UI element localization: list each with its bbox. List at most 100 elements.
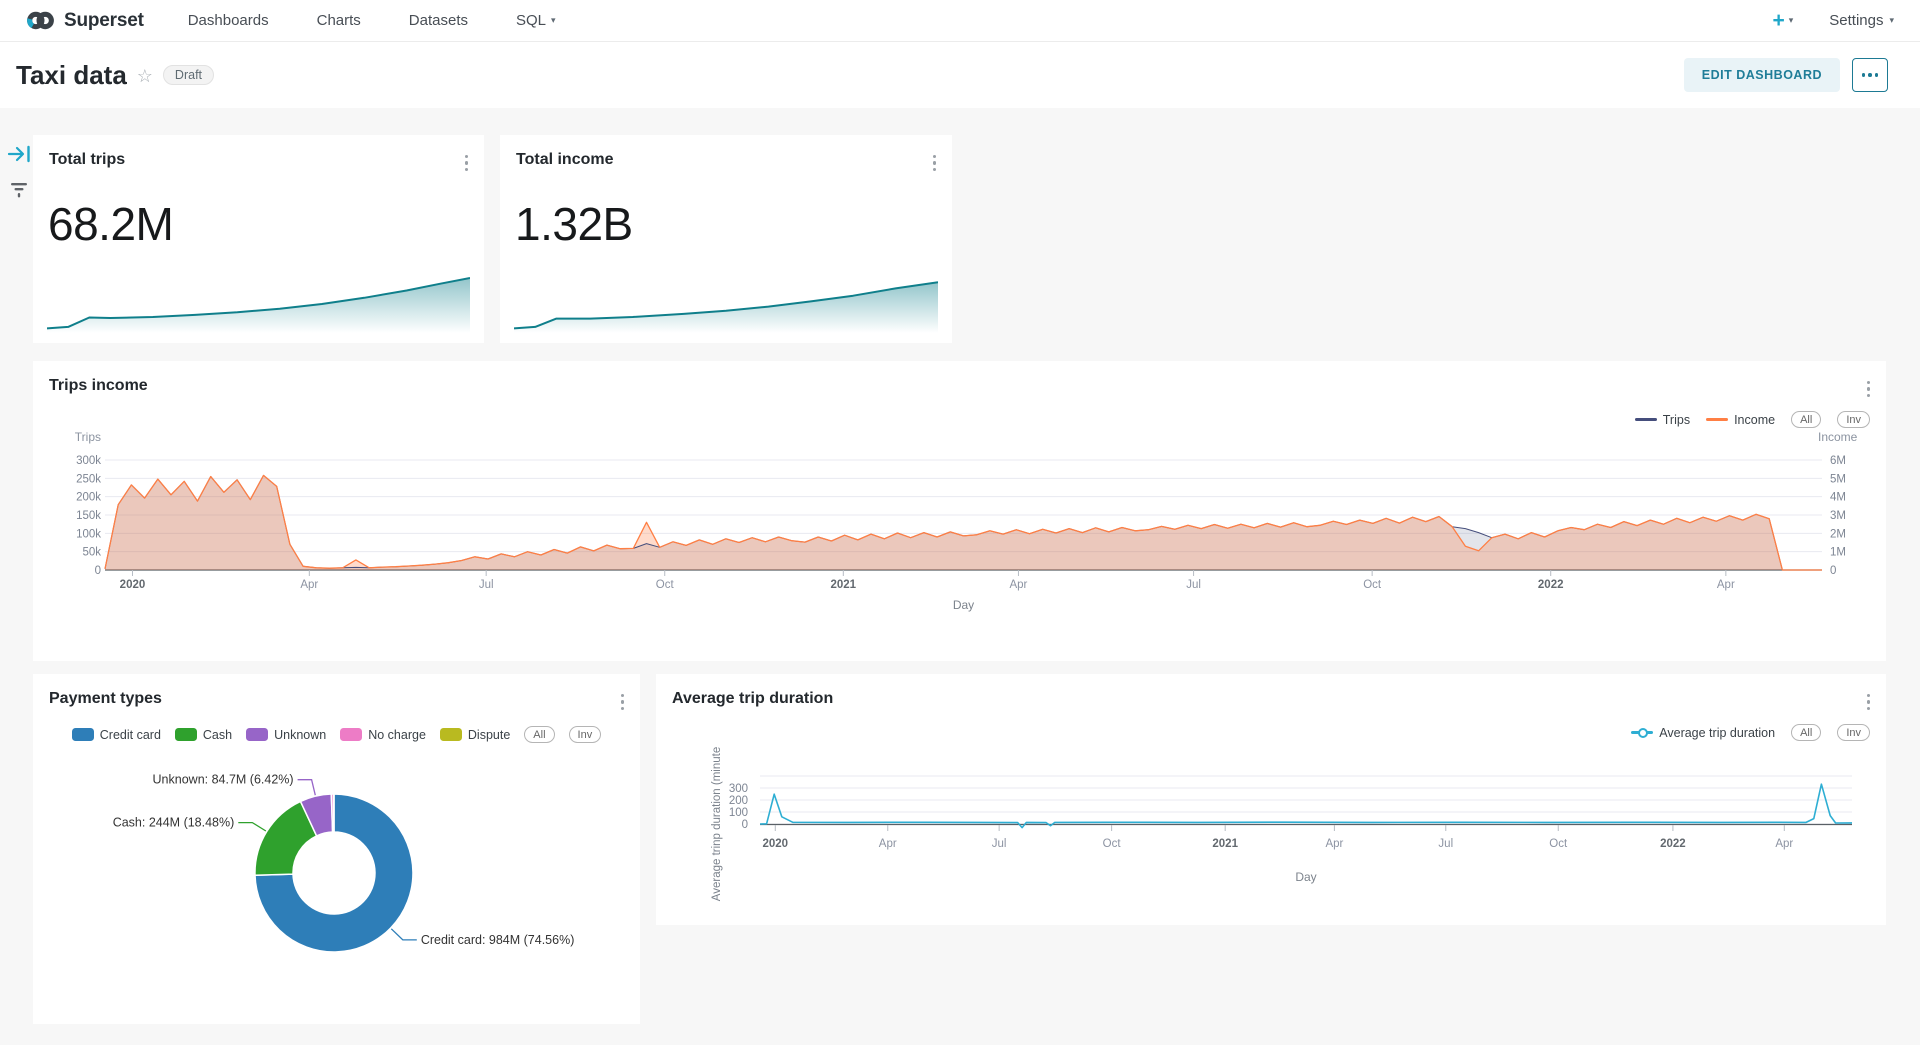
caret-down-icon: ▾ — [551, 15, 556, 25]
settings-label: Settings — [1829, 12, 1884, 29]
legend-label: Dispute — [467, 727, 511, 742]
legend: Average trip duration All Inv — [1631, 724, 1870, 741]
svg-text:250k: 250k — [76, 473, 101, 485]
nav-datasets[interactable]: Datasets — [409, 12, 468, 29]
nav-charts[interactable]: Charts — [317, 12, 361, 29]
chart-card-total-income: Total income 1.32B — [500, 135, 952, 343]
expand-filter-bar-icon[interactable] — [6, 142, 32, 166]
legend: Credit card Cash Unknown No charge Dispute Al… — [33, 726, 640, 743]
legend-label: Average trip duration — [1659, 725, 1776, 740]
svg-text:1M: 1M — [1830, 547, 1846, 559]
page-title: Taxi data — [16, 59, 127, 90]
legend-label: Income — [1734, 412, 1776, 427]
avg-trip-duration-inv-button[interactable]: Inv — [1837, 724, 1870, 741]
svg-text:5M: 5M — [1830, 473, 1846, 485]
svg-text:2021: 2021 — [1212, 838, 1238, 850]
svg-text:150k: 150k — [76, 510, 101, 522]
trips-income-chart: Trips Income 300k 6M 250k 5M 200k 4M 150k 3M 100k 2… — [75, 430, 1858, 612]
top-navbar: Superset Dashboards Charts Datasets SQL ▾… — [0, 0, 1920, 42]
kebab-menu-icon[interactable] — [1865, 690, 1873, 714]
header-actions: EDIT DASHBOARD — [1683, 58, 1888, 92]
chart-card-total-trips: Total trips 68.2M — [33, 135, 484, 343]
payment-types-donut-chart: Credit card: 984M (74.56%) Cash: 244M (18… — [113, 773, 574, 953]
svg-text:Income: Income — [1818, 430, 1858, 444]
svg-text:4M: 4M — [1830, 492, 1846, 504]
svg-text:100: 100 — [729, 807, 748, 819]
nav-charts-label: Charts — [316, 12, 361, 29]
kebab-menu-icon[interactable] — [1865, 377, 1873, 401]
svg-text:6M: 6M — [1830, 455, 1846, 467]
svg-text:Average trinp duration (minute: Average trinp duration (minute — [711, 747, 723, 902]
legend-item-no-charge[interactable]: No charge — [340, 728, 426, 742]
chart-card-avg-trip-duration: Average trip duration Average trip durat… — [656, 674, 1886, 925]
trips-income-all-button[interactable]: All — [1791, 411, 1822, 428]
caret-down-icon: ▾ — [1788, 15, 1794, 25]
payment-types-inv-button[interactable]: Inv — [568, 726, 602, 743]
more-options-button[interactable] — [1852, 58, 1888, 92]
kebab-menu-icon[interactable] — [619, 690, 627, 714]
svg-text:Day: Day — [953, 598, 974, 612]
payment-types-all-button[interactable]: All — [524, 726, 555, 743]
superset-logo[interactable]: Superset — [26, 6, 144, 35]
legend-label: Cash — [202, 727, 233, 742]
nav-datasets-label: Datasets — [408, 12, 468, 29]
svg-text:0: 0 — [95, 565, 101, 577]
chart-title: Average trip duration — [672, 690, 834, 707]
svg-text:Day: Day — [1295, 870, 1316, 884]
svg-text:0: 0 — [742, 819, 748, 831]
legend-item-average-trip-duration[interactable]: Average trip duration — [1631, 726, 1775, 740]
legend: Trips Income All Inv — [1634, 411, 1870, 428]
svg-text:Apr: Apr — [879, 838, 897, 850]
chart-card-payment-types: Payment types Credit card Cash Unknown No c… — [33, 674, 640, 1024]
brand-name: Superset — [64, 9, 144, 31]
filter-bar-collapsed — [6, 142, 32, 200]
svg-text:50k: 50k — [82, 547, 101, 559]
legend-label: Trips — [1662, 412, 1691, 427]
svg-text:2020: 2020 — [762, 838, 788, 850]
trips-income-inv-button[interactable]: Inv — [1837, 411, 1870, 428]
svg-text:Oct: Oct — [656, 579, 675, 591]
legend-item-cash[interactable]: Cash — [174, 727, 233, 742]
legend-item-trips[interactable]: Trips — [1634, 412, 1691, 427]
nav-dashboards[interactable]: Dashboards — [188, 12, 269, 29]
svg-text:Apr: Apr — [1009, 579, 1027, 591]
svg-text:2M: 2M — [1830, 528, 1846, 540]
svg-text:0: 0 — [1830, 565, 1836, 577]
svg-text:2020: 2020 — [120, 579, 146, 591]
chart-card-trips-income: Trips income Trips Income All Inv Trips Inco… — [33, 361, 1886, 661]
svg-text:Jul: Jul — [992, 838, 1007, 850]
dashboard-header: Taxi data ☆ Draft EDIT DASHBOARD — [0, 42, 1920, 108]
svg-text:200k: 200k — [76, 492, 101, 504]
legend-item-credit-card[interactable]: Credit card — [71, 727, 161, 742]
dashboard-grid: Total trips 68.2M Total income 1.32B Tri… — [0, 108, 1920, 1045]
legend-swatch — [340, 728, 363, 741]
svg-text:Apr: Apr — [1325, 838, 1343, 850]
svg-text:Oct: Oct — [1363, 579, 1382, 591]
legend-item-unknown[interactable]: Unknown — [246, 728, 326, 742]
settings-menu[interactable]: Settings ▾ — [1829, 12, 1894, 29]
svg-text:Oct: Oct — [1103, 838, 1122, 850]
trend-sparkline — [514, 281, 938, 333]
nav-right: + ▾ Settings ▾ — [1772, 10, 1894, 31]
svg-text:2021: 2021 — [831, 579, 857, 591]
legend-label: Credit card — [99, 727, 161, 742]
chart-title: Payment types — [49, 690, 162, 707]
svg-text:3M: 3M — [1830, 510, 1846, 522]
svg-text:Jul: Jul — [1438, 838, 1453, 850]
svg-text:2022: 2022 — [1660, 838, 1686, 850]
star-icon[interactable]: ☆ — [136, 65, 153, 86]
big-number-value: 68.2M — [48, 198, 174, 250]
filter-icon[interactable] — [8, 180, 30, 200]
svg-text:Cash: 244M (18.48%): Cash: 244M (18.48%) — [113, 816, 235, 830]
new-item-button[interactable]: + ▾ — [1772, 10, 1793, 31]
legend-item-dispute[interactable]: Dispute — [439, 727, 511, 742]
kebab-menu-icon[interactable] — [931, 151, 939, 175]
nav-sql[interactable]: SQL ▾ — [516, 12, 556, 29]
avg-trip-duration-all-button[interactable]: All — [1791, 724, 1822, 741]
legend-swatch — [71, 728, 94, 741]
legend-label: Unknown — [274, 727, 327, 742]
edit-dashboard-button[interactable]: EDIT DASHBOARD — [1683, 58, 1840, 92]
legend-marker-dot — [1638, 727, 1649, 738]
kebab-menu-icon[interactable] — [463, 151, 471, 175]
legend-item-income[interactable]: Income — [1706, 413, 1775, 427]
